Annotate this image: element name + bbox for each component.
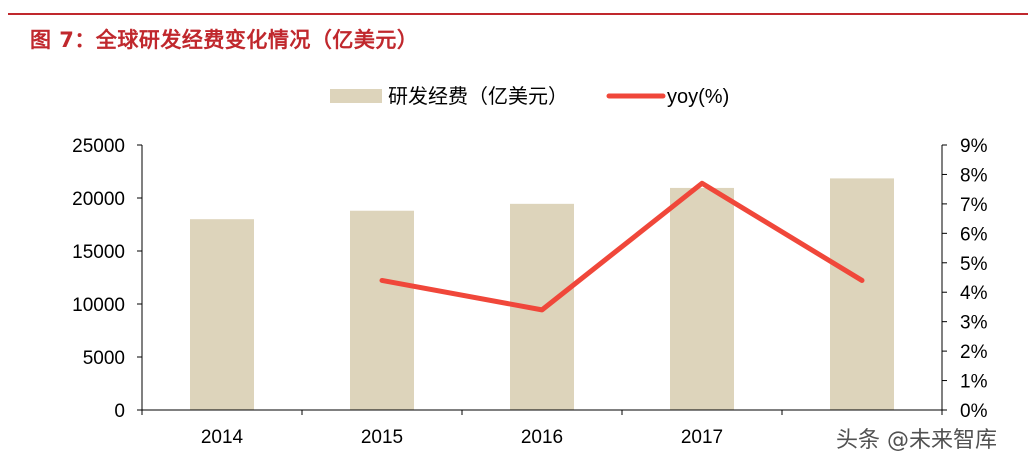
right-tick-label: 0% — [960, 401, 988, 422]
left-tick-label: 25000 — [72, 136, 125, 157]
right-tick-label: 4% — [960, 283, 988, 304]
legend-line-label: yoy(%) — [667, 86, 729, 108]
bar-2017 — [670, 187, 734, 410]
right-tick-label: 1% — [960, 372, 988, 393]
bar-2015 — [350, 210, 414, 410]
x-tick-label: 2015 — [361, 427, 403, 448]
x-tick-label: 2017 — [681, 427, 723, 448]
left-tick-label: 5000 — [83, 348, 125, 369]
left-tick-label: 15000 — [72, 242, 125, 263]
right-tick-label: 3% — [960, 313, 988, 334]
right-tick-label: 6% — [960, 224, 988, 245]
right-tick-label: 9% — [960, 136, 988, 157]
title-rule — [8, 13, 1028, 15]
left-tick-label: 0 — [114, 401, 125, 422]
bar-2014 — [190, 219, 254, 410]
left-tick-label: 10000 — [72, 295, 125, 316]
x-tick-label: 2014 — [201, 427, 244, 448]
bar-2018 — [830, 178, 894, 410]
right-tick-label: 8% — [960, 165, 988, 186]
right-tick-label: 7% — [960, 195, 988, 216]
watermark: 头条 @未来智库 — [836, 428, 997, 453]
legend-bar-label: 研发经费（亿美元） — [388, 85, 568, 108]
right-tick-label: 2% — [960, 342, 988, 363]
right-tick-label: 5% — [960, 254, 988, 275]
legend-bar-swatch — [330, 89, 382, 103]
x-tick-label: 2016 — [521, 427, 563, 448]
left-tick-label: 20000 — [72, 189, 125, 210]
figure-title: 图 7：全球研发经费变化情况（亿美元） — [30, 28, 419, 52]
yoy-line — [379, 180, 865, 313]
